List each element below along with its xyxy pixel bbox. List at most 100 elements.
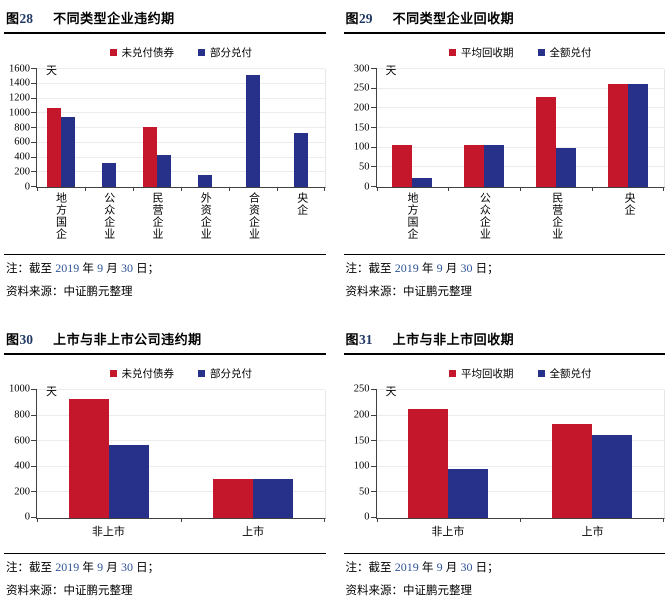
- x-axis-tick: [132, 187, 134, 191]
- legend-swatch: [449, 369, 456, 377]
- y-unit-label: 天: [385, 65, 397, 77]
- y-axis-tick-label: 0: [364, 511, 370, 523]
- y-axis-tick: [370, 107, 377, 109]
- x-axis-tick: [376, 187, 378, 191]
- x-axis-labels: 地方国企 公众企业 民营企业 央企: [376, 192, 666, 249]
- bar: [392, 144, 413, 187]
- legend-item: 平均回收期: [449, 366, 514, 381]
- legend-label: 平均回收期: [461, 47, 514, 59]
- y-axis-tick: [370, 491, 377, 493]
- figure-title-text: 上市与非上市回收期: [392, 331, 515, 347]
- plot-area: 天: [31, 65, 326, 191]
- note-divider: [4, 552, 326, 554]
- gridline: [37, 491, 325, 493]
- figure-30-panel: 图30 上市与非上市公司违约期 未兑付债券 部分兑付 0 200 400 600 800 1…: [4, 326, 326, 601]
- y-axis-tick: [370, 146, 377, 148]
- category-slot: [133, 69, 181, 187]
- bar: [197, 175, 212, 187]
- x-category-cell: 地方国企: [376, 192, 448, 249]
- x-axis-tick: [663, 187, 664, 191]
- y-axis-tick: [31, 171, 37, 173]
- y-axis-tick-label: 150: [353, 434, 370, 446]
- bar: [142, 126, 157, 187]
- gridline: [376, 166, 664, 168]
- x-category-label: 外资企业: [199, 192, 212, 240]
- gridline: [37, 68, 325, 69]
- legend-item: 全额兑付: [537, 45, 592, 60]
- y-axis-tick-label: 800: [14, 409, 30, 421]
- category-slot: [377, 390, 521, 518]
- gridline: [376, 107, 664, 109]
- category-slot: [277, 69, 325, 187]
- plot-area: 天: [370, 386, 665, 522]
- note-source: 资料来源：中证鹏元整理: [345, 584, 473, 597]
- x-axis-labels: 非上市 上市: [36, 523, 326, 539]
- y-axis-tick-label: 600: [14, 434, 30, 446]
- gridline: [37, 97, 325, 99]
- bar: [293, 133, 308, 187]
- category-slot: [592, 69, 664, 187]
- bar: [68, 398, 109, 518]
- category-slot: [229, 69, 277, 187]
- x-axis-tick: [37, 517, 38, 522]
- legend-label: 未兑付债券: [121, 47, 175, 59]
- x-category-label: 民营企业: [150, 192, 163, 240]
- y-axis-tick: [31, 68, 37, 69]
- x-axis-tick: [376, 517, 378, 522]
- y-axis-tick: [370, 440, 377, 442]
- note-date: 注：截至 2019 年 9 月 30 日；: [345, 261, 499, 275]
- legend-item: 部分兑付: [198, 366, 252, 381]
- gridline: [37, 171, 325, 173]
- gridline: [37, 112, 325, 114]
- category-slot: [181, 390, 325, 518]
- y-axis-tick: [31, 440, 37, 442]
- legend-label: 平均回收期: [461, 367, 514, 380]
- note-date: 注：截至 2019 年 9 月 30 日；: [6, 261, 160, 275]
- y-axis-tick-label: 1200: [9, 92, 30, 104]
- legend-item: 部分兑付: [198, 45, 252, 60]
- gridline: [37, 156, 325, 158]
- y-axis-tick: [370, 68, 377, 69]
- plot-area: 天: [31, 386, 326, 522]
- bars-layer: [37, 69, 325, 187]
- y-axis-tick-label: 250: [353, 383, 370, 395]
- y-axis-tick-label: 100: [353, 141, 370, 153]
- bar: [464, 144, 485, 187]
- figure-number: 图30: [6, 331, 34, 347]
- figure-title-text: 上市与非上市公司违约期: [53, 331, 202, 347]
- note-date: 注：截至 2019 年 9 月 30 日；: [345, 559, 499, 574]
- x-category-cell: 上市: [520, 523, 665, 539]
- legend-label: 未兑付债券: [121, 367, 175, 380]
- chart-legend: 平均回收期 全额兑付: [376, 366, 666, 381]
- bar: [46, 108, 61, 187]
- y-axis-tick-label: 1000: [9, 383, 30, 395]
- x-category-label: 上市: [242, 525, 265, 538]
- x-axis-tick: [180, 187, 182, 191]
- y-axis: 0 50 100 150 200 250 300: [344, 63, 376, 191]
- x-category-label: 地方国企: [54, 192, 67, 240]
- x-category-label: 公众企业: [478, 192, 491, 240]
- y-axis-tick: [370, 388, 377, 390]
- y-axis-tick: [370, 414, 377, 416]
- y-axis-tick-label: 200: [353, 102, 370, 114]
- category-slot: [181, 69, 229, 187]
- x-category-cell: 非上市: [376, 523, 521, 539]
- figure-title-text: 不同类型企业违约期: [53, 11, 175, 26]
- bar: [412, 177, 433, 187]
- bars-layer: [377, 390, 665, 518]
- gridline: [37, 414, 325, 416]
- bar: [101, 163, 116, 187]
- y-unit-label: 天: [46, 65, 57, 77]
- x-axis-tick: [520, 187, 522, 191]
- figure-number: 图28: [6, 11, 34, 26]
- y-axis-tick: [31, 414, 37, 416]
- x-category-label: 非上市: [91, 525, 125, 538]
- x-category-label: 公众企业: [102, 192, 115, 240]
- gridline: [376, 491, 664, 493]
- note-divider: [4, 254, 326, 255]
- y-axis-tick-label: 1000: [9, 107, 30, 118]
- bar: [484, 144, 505, 187]
- x-axis-tick: [520, 517, 522, 522]
- bar: [408, 409, 449, 518]
